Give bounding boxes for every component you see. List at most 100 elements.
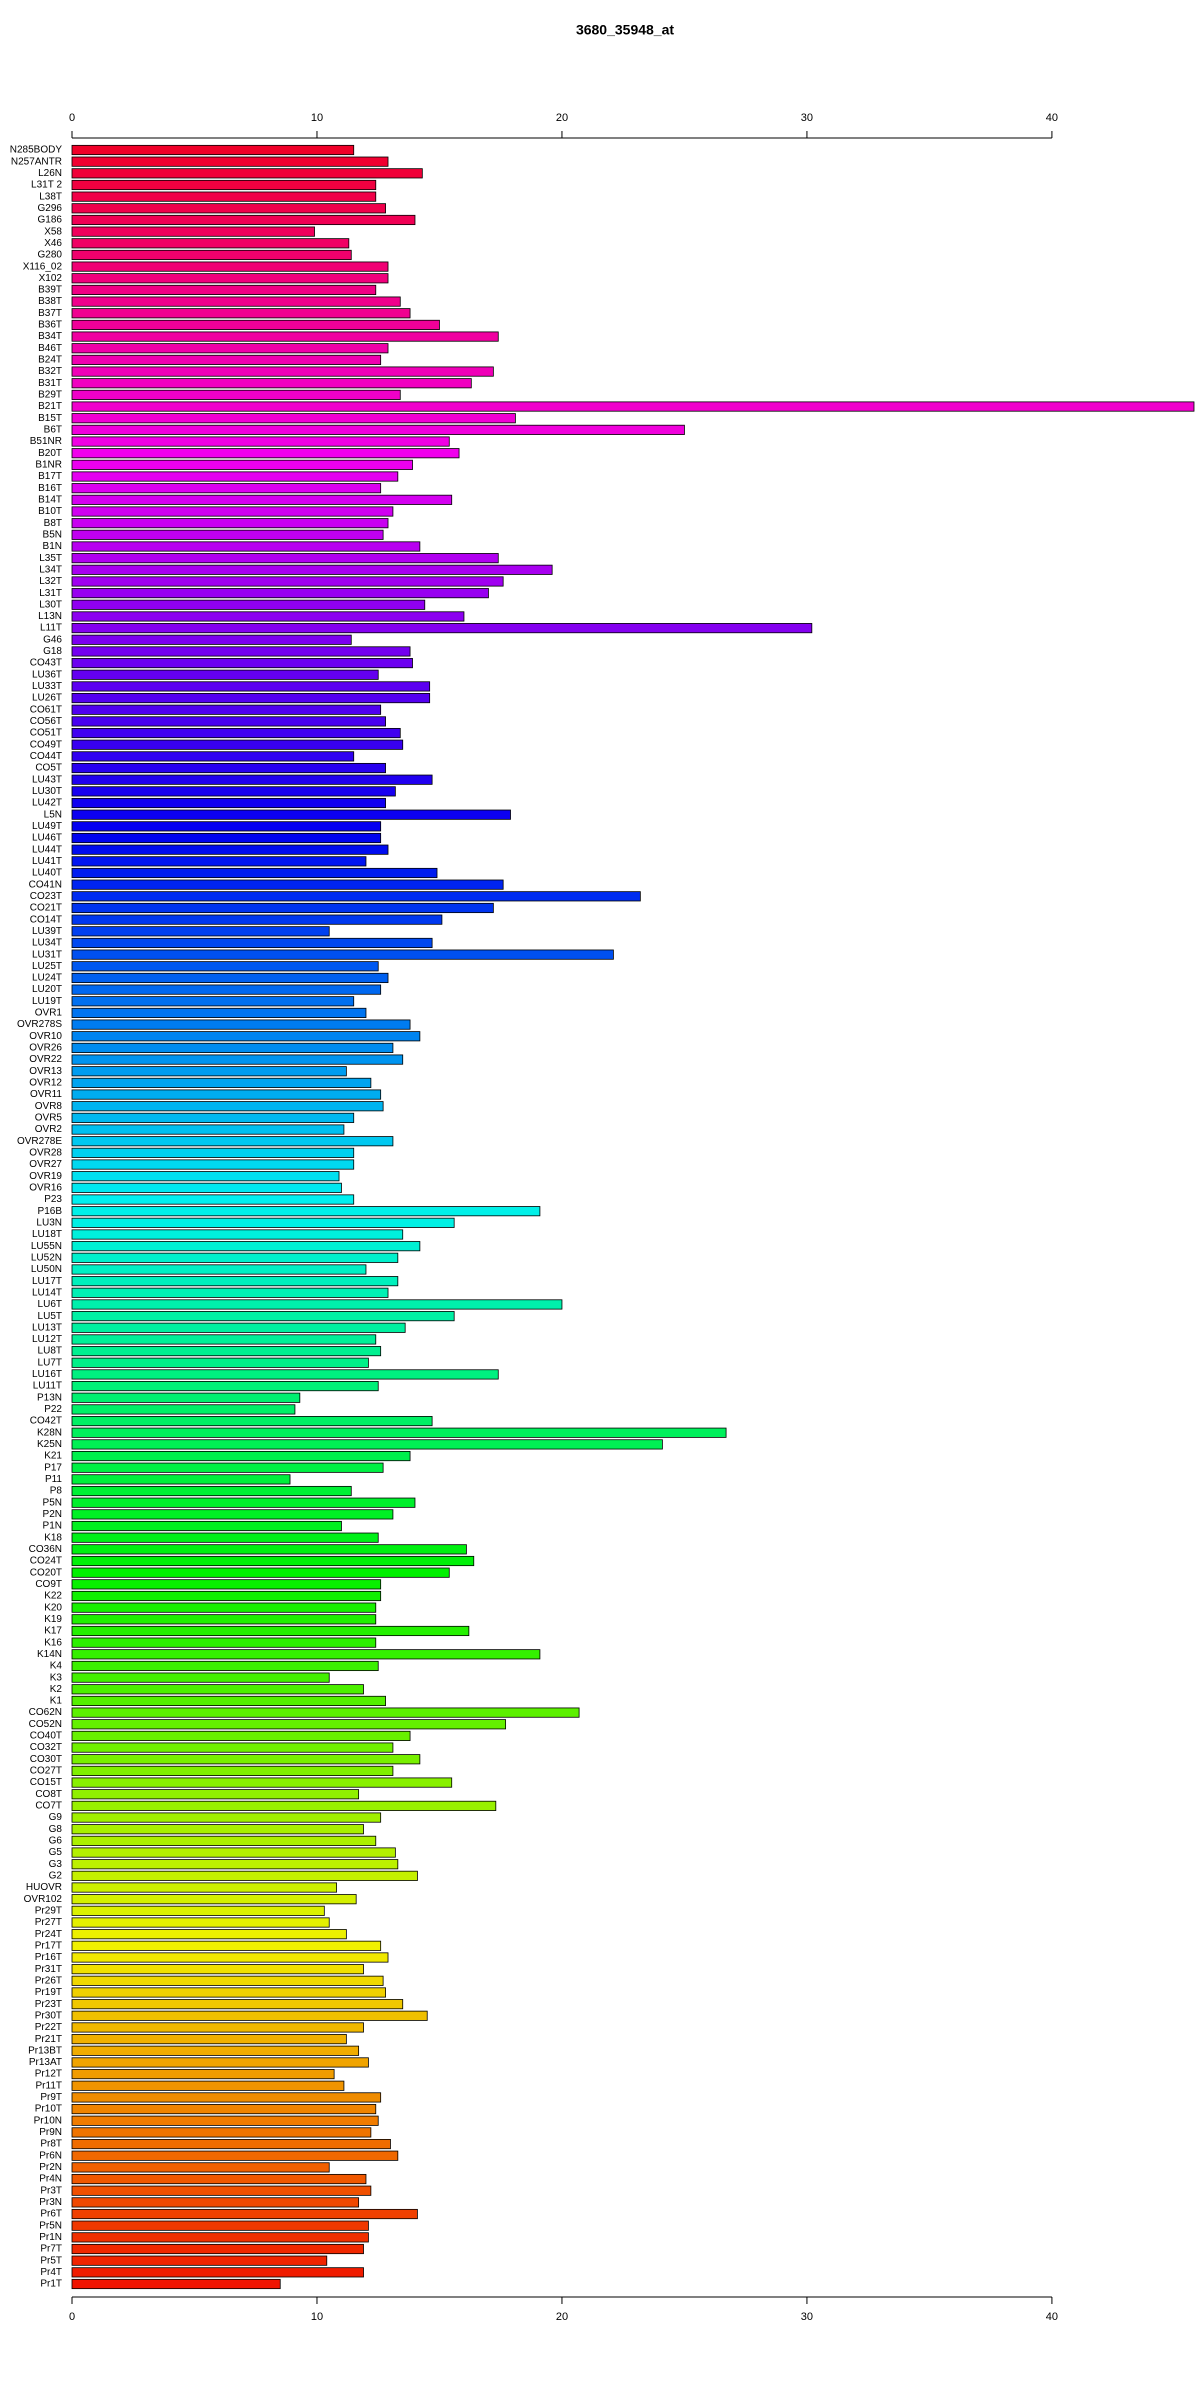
- bar: [71, 1742, 394, 1753]
- y-tick-label: OVR12: [29, 1078, 62, 1089]
- bar: [71, 1789, 360, 1800]
- bar: [71, 1346, 382, 1357]
- x-tick-label: 10: [311, 2311, 323, 2323]
- bar: [71, 1392, 301, 1403]
- y-tick-label: LU46T: [32, 833, 62, 844]
- y-tick-label: Pr23T: [35, 1999, 62, 2010]
- bar: [71, 389, 401, 400]
- x-tick-label: 40: [1046, 112, 1058, 124]
- bar: [71, 2267, 364, 2278]
- y-tick-label: X116_02: [23, 261, 63, 272]
- bar: [71, 2243, 364, 2255]
- bar: [71, 937, 433, 949]
- bar: [71, 1987, 386, 1998]
- bar: [71, 1847, 396, 1858]
- bar: [71, 1614, 377, 1625]
- bar: [71, 1485, 352, 1497]
- y-tick-label: Pr8T: [40, 2139, 62, 2150]
- bar: [71, 821, 382, 832]
- y-tick-label: X46: [44, 238, 62, 249]
- bar: [71, 296, 401, 307]
- bar: [71, 1007, 367, 1018]
- y-tick-label: OVR22: [29, 1054, 62, 1065]
- y-tick-label: G9: [49, 1812, 63, 1823]
- y-tick-label: CO44T: [30, 751, 62, 762]
- bar: [71, 1147, 355, 1158]
- bar: [71, 1777, 453, 1788]
- y-tick-label: OVR13: [29, 1066, 62, 1077]
- y-tick-label: Pr1N: [39, 2232, 62, 2243]
- bar: [71, 343, 389, 354]
- y-tick-label: K17: [44, 1626, 62, 1637]
- bar: [71, 319, 440, 330]
- y-tick-label: B6T: [44, 425, 62, 436]
- y-tick-label: P2N: [43, 1509, 62, 1520]
- y-tick-label: LU49T: [32, 821, 62, 832]
- y-tick-label: K22: [44, 1591, 62, 1602]
- y-tick-label: N285BODY: [10, 145, 63, 156]
- bar: [71, 774, 433, 785]
- y-tick-label: OVR11: [30, 1089, 62, 1100]
- y-tick-label: B34T: [38, 331, 62, 342]
- y-tick-label: P17: [44, 1462, 62, 1473]
- y-tick-label: Pr19T: [35, 1987, 62, 1998]
- bar: [71, 1124, 345, 1135]
- bar: [71, 1509, 394, 1520]
- x-tick-label: 10: [311, 112, 323, 124]
- bar: [71, 1812, 382, 1823]
- bar: [71, 2185, 372, 2196]
- y-tick-label: G8: [49, 1824, 63, 1835]
- y-tick-label: Pr6T: [40, 2209, 62, 2220]
- bar: [71, 1590, 382, 1602]
- y-tick-label: G5: [49, 1847, 63, 1858]
- y-tick-label: CO52N: [29, 1719, 62, 1730]
- chart-title: 3680_35948_at: [576, 22, 674, 38]
- x-tick-label: 0: [69, 112, 75, 124]
- bar: [71, 879, 504, 890]
- y-tick-label: Pr6N: [39, 2150, 62, 2161]
- bar: [71, 844, 389, 855]
- y-tick-label: L31T: [39, 588, 62, 599]
- y-tick-label: X58: [44, 226, 62, 237]
- bar: [71, 459, 413, 470]
- bar: [71, 1322, 406, 1333]
- y-tick-label: LU3N: [36, 1217, 62, 1228]
- bar: [71, 1159, 355, 1170]
- y-tick-label: Pr5T: [40, 2255, 62, 2266]
- bar: [71, 2069, 335, 2080]
- bar: [71, 494, 453, 505]
- y-tick-label: L13N: [38, 611, 62, 622]
- bar: [71, 1754, 421, 1765]
- bar: [71, 2208, 418, 2220]
- y-tick-label: CO20T: [30, 1567, 62, 1578]
- y-tick-label: K20: [44, 1602, 62, 1613]
- bar: [71, 2220, 369, 2231]
- y-tick-label: K1: [50, 1696, 63, 1707]
- y-tick-label: LU11T: [33, 1381, 62, 1392]
- y-tick-label: OVR278S: [17, 1019, 62, 1030]
- y-tick-label: N257ANTR: [11, 156, 62, 167]
- bar: [71, 1287, 389, 1298]
- y-tick-label: OVR19: [29, 1171, 62, 1182]
- y-tick-label: LU55N: [31, 1241, 62, 1252]
- y-tick-label: Pr12T: [35, 2069, 62, 2080]
- bar: [71, 424, 685, 435]
- y-tick-label: Pr31T: [35, 1964, 62, 1975]
- y-tick-label: CO36N: [29, 1544, 62, 1555]
- bar: [71, 1182, 342, 1193]
- bar: [71, 2034, 347, 2045]
- bar: [71, 1917, 330, 1928]
- bar: [71, 1474, 291, 1485]
- y-tick-label: LU30T: [32, 786, 62, 797]
- y-tick-label: G2: [49, 1870, 63, 1881]
- y-tick-label: Pr30T: [35, 2010, 62, 2021]
- bar: [71, 1439, 663, 1450]
- bar: [71, 2255, 328, 2266]
- y-tick-label: K2: [50, 1684, 63, 1695]
- bar: [71, 1602, 377, 1613]
- bar: [71, 646, 411, 657]
- y-tick-label: Pr26T: [35, 1975, 62, 1986]
- bar: [71, 238, 350, 249]
- y-tick-label: G280: [38, 250, 63, 261]
